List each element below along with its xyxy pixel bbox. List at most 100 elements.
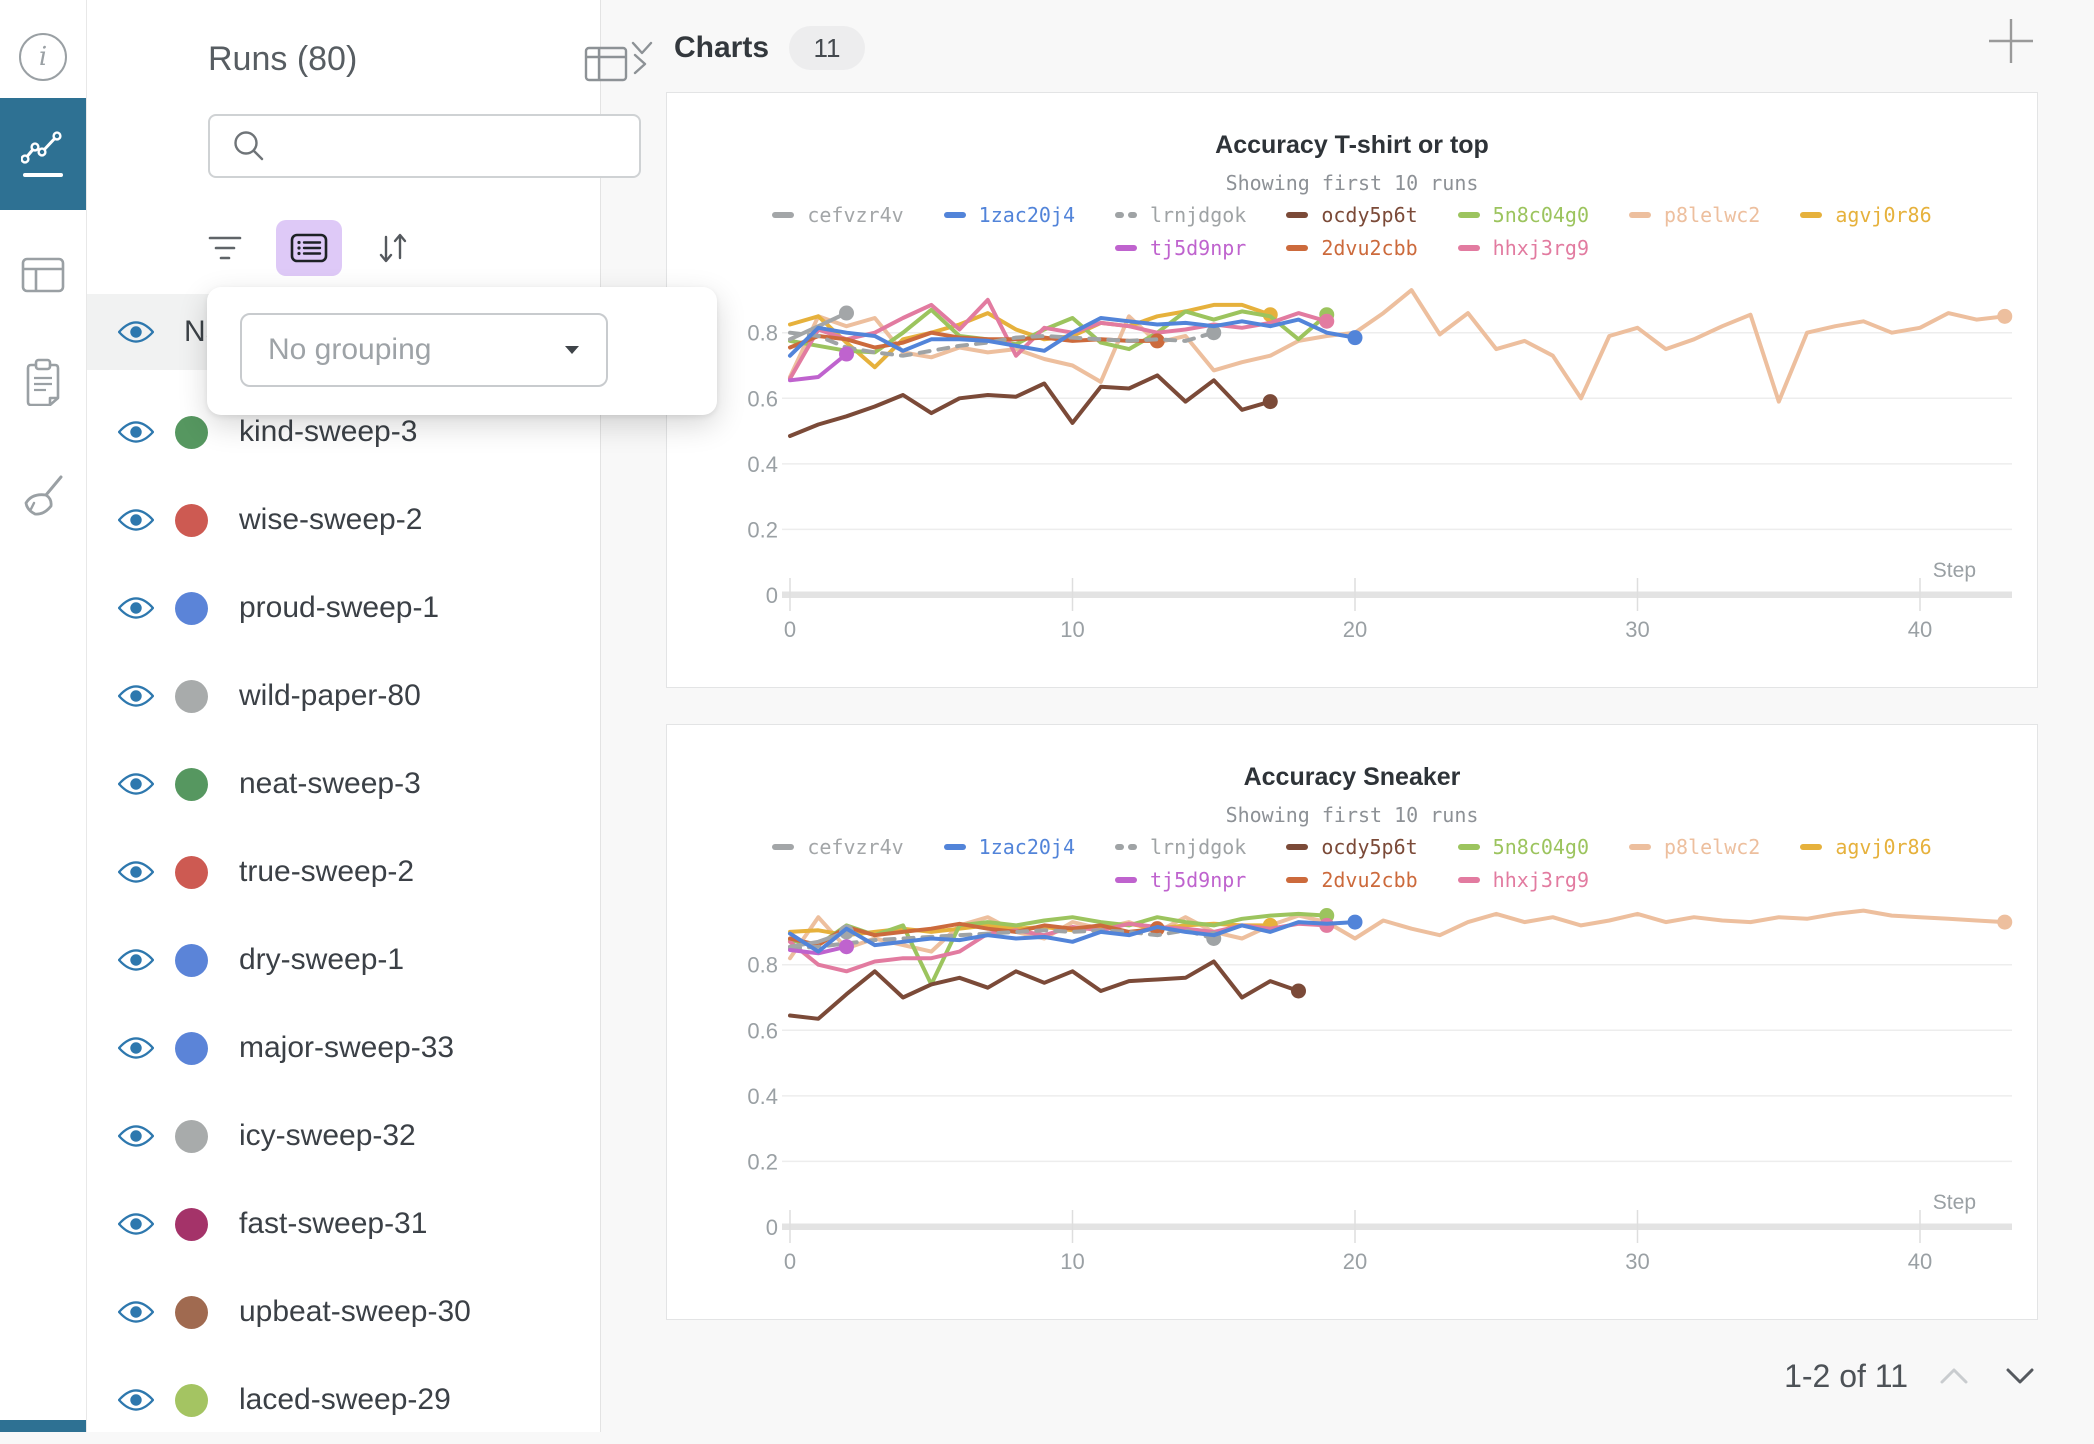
eye-icon[interactable]	[118, 596, 154, 620]
eye-icon[interactable]	[118, 948, 154, 972]
eye-icon[interactable]	[118, 1212, 154, 1236]
clean-nav-button[interactable]	[0, 468, 86, 528]
group-runs-button[interactable]	[276, 220, 342, 276]
legend-item[interactable]: agvj0r86	[1800, 203, 1932, 227]
svg-text:40: 40	[1908, 617, 1932, 642]
eye-icon[interactable]	[118, 684, 154, 708]
run-list-item[interactable]: wise-sweep-2	[86, 476, 600, 564]
legend-run-id: 1zac20j4	[978, 203, 1075, 227]
run-search-input[interactable]	[208, 114, 641, 178]
charts-section-header[interactable]: Charts 11	[630, 26, 866, 70]
legend-item[interactable]: lrnjdgok	[1115, 835, 1246, 859]
legend-item[interactable]: 5n8c04g0	[1457, 835, 1589, 859]
legend-swatch	[1457, 844, 1480, 850]
legend-item[interactable]: tj5d9npr	[1115, 236, 1246, 260]
add-panel-button[interactable]	[1986, 16, 2036, 66]
run-list: kind-sweep-3 wise-sweep-2 proud-sweep-1 …	[86, 388, 600, 1444]
series-ocdy5p6t	[788, 373, 1273, 438]
legend-item[interactable]: hhxj3rg9	[1457, 868, 1589, 892]
run-list-item[interactable]: dry-sweep-1	[86, 916, 600, 1004]
charts-section-title: Charts	[674, 31, 770, 64]
svg-text:0.4: 0.4	[747, 452, 778, 477]
run-list-item[interactable]: true-sweep-2	[86, 828, 600, 916]
run-list-item[interactable]: fast-sweep-31	[86, 1180, 600, 1268]
eye-icon[interactable]	[118, 508, 154, 532]
legend-item[interactable]: 2dvu2cbb	[1286, 236, 1418, 260]
legend-run-id: p8lelwc2	[1663, 835, 1761, 859]
runs-table-toggle[interactable]	[584, 46, 648, 82]
chart-panel[interactable]: Accuracy Sneaker Showing first 10 runs c…	[666, 724, 2038, 1320]
grouping-select[interactable]: No grouping	[240, 313, 608, 387]
run-color-dot	[175, 943, 208, 977]
svg-text:Step: Step	[1933, 1191, 1976, 1214]
eye-icon[interactable]	[118, 1124, 154, 1148]
run-name: true-sweep-2	[239, 855, 415, 888]
run-list-item[interactable]: major-sweep-33	[86, 1004, 600, 1092]
series-agvj0r86	[788, 302, 1273, 370]
legend-item[interactable]: 1zac20j4	[943, 835, 1075, 859]
svg-text:20: 20	[1343, 617, 1367, 642]
info-button[interactable]: i	[0, 32, 86, 82]
legend-swatch	[1115, 245, 1137, 251]
legend-run-id: tj5d9npr	[1150, 236, 1247, 260]
run-list-item[interactable]: upbeat-sweep-30	[86, 1268, 600, 1356]
legend-item[interactable]: agvj0r86	[1800, 835, 1932, 859]
grouping-popup: No grouping	[207, 287, 717, 415]
legend-item[interactable]: lrnjdgok	[1115, 203, 1246, 227]
legend-item[interactable]: 5n8c04g0	[1457, 203, 1589, 227]
run-color-dot	[175, 591, 208, 625]
legend-swatch	[1457, 212, 1480, 218]
eye-icon[interactable]	[118, 1388, 154, 1412]
line-chart-icon	[21, 131, 62, 164]
run-color-dot	[175, 1031, 208, 1065]
legend-item[interactable]: p8lelwc2	[1628, 835, 1761, 859]
sort-icon[interactable]	[376, 231, 410, 265]
legend-item[interactable]: p8lelwc2	[1628, 203, 1760, 227]
run-name: wise-sweep-2	[239, 503, 423, 536]
pagination-next-button[interactable]	[2000, 1356, 2040, 1396]
legend-item[interactable]: cefvzr4v	[772, 835, 904, 859]
filter-icon[interactable]	[208, 235, 242, 261]
chart-legend-row-2: tj5d9npr 2dvu2cbb hhxj3rg9	[667, 235, 2037, 261]
eye-icon[interactable]	[118, 860, 154, 884]
eye-icon[interactable]	[118, 320, 154, 344]
legend-run-id: tj5d9npr	[1150, 868, 1247, 892]
run-list-item[interactable]: neat-sweep-3	[86, 740, 600, 828]
legend-swatch	[1800, 212, 1823, 218]
chart-panel[interactable]: Accuracy T-shirt or top Showing first 10…	[666, 92, 2038, 688]
run-list-item[interactable]: proud-sweep-1	[86, 564, 600, 652]
line-chart-plot[interactable]: 0 0.2 0.4 0.6 0.8 0 10 20 30 40 Step	[682, 899, 2022, 1299]
run-list-item[interactable]: kind-sweep-3	[86, 388, 600, 476]
run-list-item[interactable]: icy-sweep-32	[86, 1092, 600, 1180]
pagination-prev-button[interactable]	[1934, 1356, 1974, 1396]
legend-item[interactable]: ocdy5p6t	[1286, 203, 1418, 227]
table-icon	[21, 257, 65, 293]
legend-item[interactable]: ocdy5p6t	[1286, 835, 1418, 859]
line-chart-plot[interactable]: 0 0.2 0.4 0.6 0.8 0 10 20 30 40 Step	[682, 267, 2022, 667]
table-nav-button[interactable]	[0, 250, 86, 300]
legend-swatch	[1628, 844, 1651, 850]
legend-run-id: 2dvu2cbb	[1321, 236, 1418, 260]
legend-swatch	[772, 844, 795, 850]
legend-item[interactable]: tj5d9npr	[1115, 868, 1246, 892]
eye-icon[interactable]	[118, 1036, 154, 1060]
run-name: dry-sweep-1	[239, 943, 405, 976]
legend-item[interactable]: cefvzr4v	[772, 203, 904, 227]
eye-icon[interactable]	[118, 420, 154, 444]
legend-swatch	[1800, 844, 1823, 850]
rail-bottom-accent	[0, 1420, 86, 1432]
chart-legend-row-2: tj5d9npr 2dvu2cbb hhxj3rg9	[667, 867, 2037, 893]
legend-item[interactable]: 1zac20j4	[943, 203, 1075, 227]
charts-nav-button[interactable]	[0, 98, 86, 210]
legend-item[interactable]: hhxj3rg9	[1457, 236, 1589, 260]
run-list-item[interactable]: laced-sweep-29	[86, 1356, 600, 1444]
chevron-down-icon	[2006, 1368, 2034, 1384]
run-list-item[interactable]: wild-paper-80	[86, 652, 600, 740]
chevron-down-icon[interactable]	[630, 40, 654, 56]
left-icon-rail: i	[0, 0, 87, 1432]
eye-icon[interactable]	[118, 1300, 154, 1324]
legend-item[interactable]: 2dvu2cbb	[1286, 868, 1418, 892]
legend-swatch	[772, 212, 795, 218]
eye-icon[interactable]	[118, 772, 154, 796]
notes-nav-button[interactable]	[0, 352, 86, 412]
